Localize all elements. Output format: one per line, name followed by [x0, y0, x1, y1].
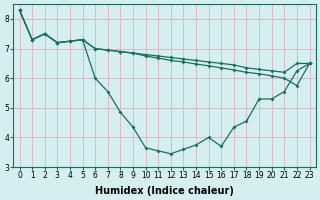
X-axis label: Humidex (Indice chaleur): Humidex (Indice chaleur) [95, 186, 234, 196]
